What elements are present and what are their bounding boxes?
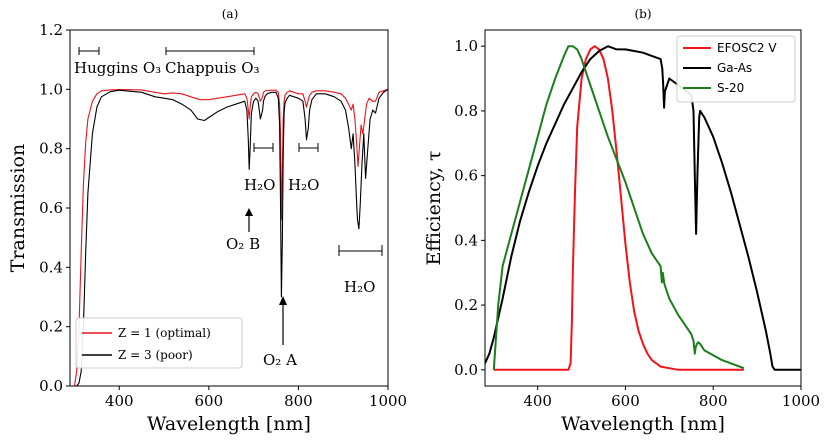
annotation-h2o-2: H₂O — [288, 143, 319, 194]
annotation-chappuis-label: Chappuis O₃ — [165, 59, 260, 77]
annotation-h2o-3: H₂O — [338, 245, 383, 296]
y-tick-label: 0.0 — [39, 377, 63, 395]
x-tick-label: 800 — [699, 392, 728, 410]
annotation-h2o-1-label: H₂O — [244, 176, 275, 194]
panel-b-x-label: Wavelength [nm] — [561, 413, 725, 435]
annotation-h2o-1: H₂O — [244, 143, 275, 194]
y-tick-label: 0.6 — [39, 199, 63, 217]
annotation-h2o-2-label: H₂O — [288, 176, 319, 194]
x-tick-label: 800 — [284, 392, 313, 410]
y-tick-label: 1.2 — [39, 21, 63, 39]
annotation-o2a: O₂ A — [263, 296, 297, 369]
legend-label-z1: Z = 1 (optimal) — [118, 326, 211, 340]
panel-b-legend-box — [676, 35, 796, 103]
series-line-ga-as — [485, 45, 801, 371]
annotation-o2b: O₂ B — [226, 208, 260, 253]
series-line-s-20 — [492, 45, 745, 370]
legend-label-z3: Z = 3 (poor) — [118, 348, 193, 362]
x-tick-label: 1000 — [782, 392, 820, 410]
annotation-huggins: Huggins O₃ — [74, 47, 161, 77]
panel-b-y-label: Efficiency, τ — [423, 150, 445, 265]
panel-b-title: (b) — [634, 7, 651, 21]
y-tick-label: 1.0 — [454, 37, 478, 55]
arrow-up-icon — [279, 296, 287, 305]
panel-a-legend-box — [75, 317, 243, 369]
y-tick-label: 1.0 — [39, 80, 63, 98]
x-tick-label: 400 — [523, 392, 552, 410]
panel-a: (a) 400 600 800 1000 0.00.20.40.60.81.01.2 … — [7, 7, 407, 435]
panel-b: (b) 400 600 800 1000 0.0 0.2 0.4 0.6 0.8 1.0 Wav… — [423, 7, 820, 435]
series-line-z-1-optimal- — [70, 88, 388, 386]
y-tick-label: 0.8 — [39, 140, 63, 158]
panel-a-y-ticks: 0.0 0.2 0.4 0.6 0.8 1.0 1.2 — [39, 21, 70, 395]
annotation-o2b-label: O₂ B — [226, 235, 260, 253]
y-tick-label: 0.4 — [454, 231, 478, 249]
y-tick-label: 0.8 — [454, 102, 478, 120]
x-tick-label: 1000 — [369, 392, 407, 410]
panel-b-legend: EFOSC2 V Ga-As S-20 — [676, 35, 796, 103]
panel-b-x-ticks: 400 600 800 1000 — [523, 386, 820, 410]
legend-label-efosc2: EFOSC2 V — [717, 41, 777, 55]
panel-a-legend: Z = 1 (optimal) Z = 3 (poor) — [75, 317, 243, 369]
annotation-o2a-label: O₂ A — [263, 351, 297, 369]
panel-a-series — [70, 88, 388, 386]
panel-a-x-label: Wavelength [nm] — [147, 413, 311, 435]
annotation-chappuis: Chappuis O₃ — [165, 47, 260, 77]
y-tick-label: 0.2 — [39, 318, 63, 336]
panel-a-x-ticks: 400 600 800 1000 — [105, 386, 407, 410]
legend-label-gaas: Ga-As — [717, 61, 752, 75]
series-line-efosc2-v — [493, 45, 744, 371]
y-tick-label: 0.2 — [454, 296, 478, 314]
panel-b-frame — [484, 29, 802, 387]
x-tick-label: 600 — [611, 392, 640, 410]
y-tick-label: 0.4 — [39, 258, 63, 276]
legend-label-s20: S-20 — [717, 81, 744, 95]
x-tick-label: 600 — [195, 392, 224, 410]
y-tick-label: 0.0 — [454, 361, 478, 379]
y-tick-label: 0.6 — [454, 167, 478, 185]
series-line-z-3-poor- — [70, 88, 388, 386]
x-tick-label: 400 — [105, 392, 134, 410]
panel-a-y-label: Transmission — [7, 144, 29, 272]
annotation-huggins-label: Huggins O₃ — [74, 59, 161, 77]
arrow-up-icon — [245, 208, 253, 216]
panel-b-series — [485, 45, 801, 371]
panel-a-title: (a) — [222, 7, 239, 21]
annotation-h2o-3-label: H₂O — [344, 278, 375, 296]
panel-b-y-ticks: 0.0 0.2 0.4 0.6 0.8 1.0 — [454, 37, 485, 379]
